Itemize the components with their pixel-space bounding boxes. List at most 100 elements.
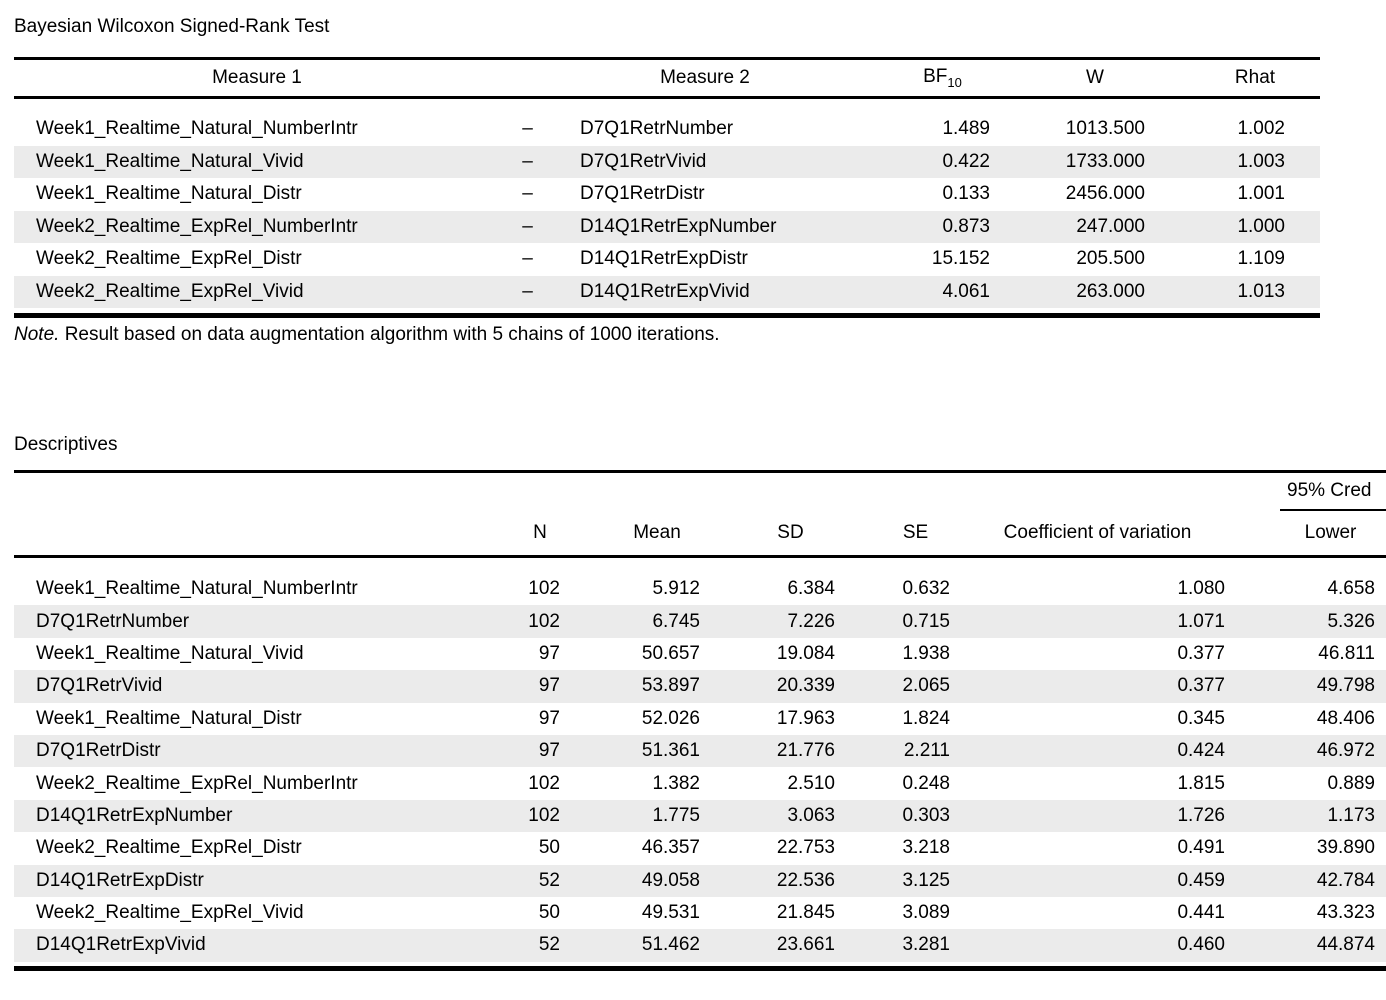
table-row: Week1_Realtime_Natural_Distr 97 52.026 1… — [14, 703, 1386, 735]
w-cell: 205.500 — [1076, 248, 1145, 270]
variable-cell: D14Q1RetrExpNumber — [36, 804, 233, 826]
table-bottom-rule — [14, 313, 1320, 318]
mean-cell: 6.745 — [652, 610, 700, 632]
table-row: D14Q1RetrExpVivid 52 51.462 23.661 3.281… — [14, 929, 1386, 962]
bf-label: BF — [923, 66, 948, 88]
table-row: D14Q1RetrExpNumber 102 1.775 3.063 0.303… — [14, 799, 1386, 833]
ci-lower-cell: 39.890 — [1316, 837, 1375, 859]
table-row: D7Q1RetrDistr 97 51.361 21.776 2.211 0.4… — [14, 734, 1386, 768]
se-cell: 0.248 — [902, 772, 950, 794]
sd-cell: 6.384 — [787, 578, 835, 600]
mean-cell: 51.361 — [641, 740, 700, 762]
n-cell: 50 — [538, 902, 560, 924]
column-header-measure1: Measure 1 — [212, 67, 302, 88]
ci-lower-cell: 49.798 — [1316, 675, 1375, 697]
variable-cell: D14Q1RetrExpDistr — [36, 869, 204, 891]
n-cell: 50 — [538, 837, 560, 859]
measure1-cell: Week1_Realtime_Natural_Distr — [36, 183, 302, 205]
table-top-rule — [14, 470, 1386, 473]
ci-lower-cell: 43.323 — [1316, 902, 1375, 924]
se-cell: 3.125 — [902, 869, 950, 891]
mean-cell: 1.775 — [652, 804, 700, 826]
mean-cell: 49.058 — [641, 869, 700, 891]
variable-cell: Week2_Realtime_ExpRel_Vivid — [36, 902, 304, 924]
descriptives-header-row: N Mean SD SE Coefficient of variation Lo… — [14, 511, 1386, 555]
mean-cell: 50.657 — [641, 642, 700, 664]
ci-lower-cell: 46.972 — [1316, 740, 1375, 762]
se-cell: 0.715 — [902, 610, 950, 632]
rhat-cell: 1.003 — [1237, 150, 1285, 172]
sd-cell: 17.963 — [776, 707, 835, 729]
n-cell: 102 — [528, 578, 560, 600]
se-cell: 3.218 — [902, 837, 950, 859]
n-cell: 52 — [538, 869, 560, 891]
n-cell: 97 — [538, 675, 560, 697]
mean-cell: 1.382 — [652, 772, 700, 794]
table-row: Week1_Realtime_Natural_NumberIntr – D7Q1… — [14, 113, 1320, 146]
variable-cell: Week1_Realtime_Natural_Vivid — [36, 642, 304, 664]
sd-cell: 19.084 — [776, 642, 835, 664]
variable-cell: Week1_Realtime_Natural_NumberIntr — [36, 578, 358, 600]
se-cell: 1.824 — [902, 707, 950, 729]
sd-cell: 21.776 — [776, 740, 835, 762]
cv-cell: 0.377 — [1177, 675, 1225, 697]
ci-lower-cell: 42.784 — [1316, 869, 1375, 891]
table-row: Week2_Realtime_ExpRel_NumberIntr 102 1.3… — [14, 767, 1386, 799]
measure2-cell: D7Q1RetrNumber — [580, 118, 734, 140]
cv-cell: 0.377 — [1177, 642, 1225, 664]
w-cell: 1733.000 — [1065, 150, 1145, 172]
descriptives-table: 95% Cred N Mean SD SE Coefficient of var… — [14, 470, 1386, 971]
measure2-cell: D14Q1RetrExpVivid — [580, 280, 750, 302]
mean-cell: 53.897 — [641, 675, 700, 697]
measure1-cell: Week2_Realtime_ExpRel_Distr — [36, 248, 302, 270]
w-cell: 1013.500 — [1065, 118, 1145, 140]
sd-cell: 22.753 — [776, 837, 835, 859]
cv-cell: 0.441 — [1177, 902, 1225, 924]
se-cell: 0.632 — [902, 578, 950, 600]
n-cell: 97 — [538, 740, 560, 762]
ci-group-underline — [1280, 509, 1386, 511]
table-row: D7Q1RetrVivid 97 53.897 20.339 2.065 0.3… — [14, 670, 1386, 703]
separator-cell: – — [522, 118, 533, 140]
sd-cell: 20.339 — [776, 675, 835, 697]
separator-cell: – — [522, 183, 533, 205]
variable-cell: D14Q1RetrExpVivid — [36, 934, 206, 956]
measure2-cell: D14Q1RetrExpDistr — [580, 248, 748, 270]
mean-cell: 5.912 — [652, 578, 700, 600]
w-cell: 263.000 — [1076, 280, 1145, 302]
table-top-rule — [14, 57, 1320, 60]
mean-cell: 46.357 — [641, 837, 700, 859]
sd-cell: 22.536 — [776, 869, 835, 891]
ci-lower-cell: 46.811 — [1318, 642, 1375, 664]
n-cell: 102 — [528, 804, 560, 826]
column-header-w: W — [1086, 67, 1104, 88]
cv-cell: 1.726 — [1177, 804, 1225, 826]
wilcoxon-table-body: Week1_Realtime_Natural_NumberIntr – D7Q1… — [14, 99, 1320, 313]
bf-subscript: 10 — [947, 74, 962, 90]
column-header-sd: SD — [777, 522, 804, 543]
table-row: Week1_Realtime_Natural_Vivid 97 50.657 1… — [14, 638, 1386, 670]
separator-cell: – — [522, 215, 533, 237]
cv-cell: 0.424 — [1177, 740, 1225, 762]
wilcoxon-table: Measure 1 Measure 2 BF10 W Rhat Week1_Re… — [14, 57, 1320, 318]
mean-cell: 49.531 — [641, 902, 700, 924]
sd-cell: 21.845 — [776, 902, 835, 924]
ci-lower-cell: 0.889 — [1327, 772, 1375, 794]
sd-cell: 3.063 — [787, 804, 835, 826]
table-row: D7Q1RetrNumber 102 6.745 7.226 0.715 1.0… — [14, 605, 1386, 638]
table-row: Week2_Realtime_ExpRel_Vivid – D14Q1RetrE… — [14, 275, 1320, 308]
variable-cell: D7Q1RetrNumber — [36, 610, 190, 632]
column-header-n: N — [533, 522, 547, 543]
se-cell: 2.065 — [902, 675, 950, 697]
variable-cell: Week1_Realtime_Natural_Distr — [36, 707, 302, 729]
rhat-cell: 1.002 — [1237, 118, 1285, 140]
column-header-bf10: BF10 — [830, 66, 1000, 90]
separator-cell: – — [522, 248, 533, 270]
ci-group-header-band: 95% Cred — [14, 473, 1386, 511]
bf10-cell: 15.152 — [931, 248, 990, 270]
bf10-cell: 1.489 — [942, 118, 990, 140]
column-header-rhat: Rhat — [1234, 67, 1276, 88]
note-text: Result based on data augmentation algori… — [59, 324, 720, 345]
ci-lower-cell: 1.173 — [1327, 804, 1375, 826]
